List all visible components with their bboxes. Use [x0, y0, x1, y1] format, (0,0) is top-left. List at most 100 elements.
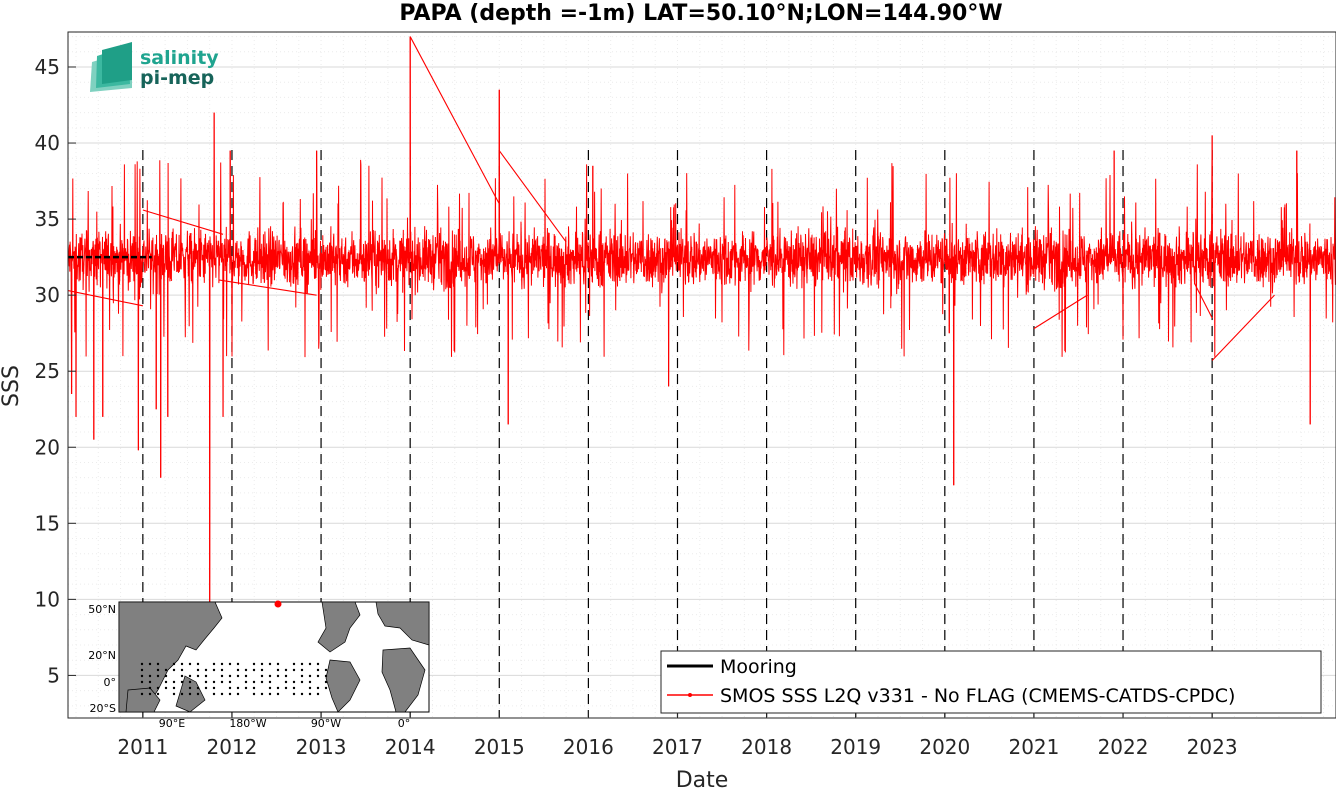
- inset-buoy-dot: [268, 674, 272, 678]
- inset-land: [118, 601, 430, 713]
- inset-buoy-dot: [164, 674, 168, 678]
- inset-buoy-dot: [316, 674, 320, 678]
- inset-buoy-dot: [220, 668, 224, 672]
- inset-buoy-dot: [316, 692, 320, 696]
- inset-station-marker: [274, 600, 282, 608]
- inset-buoy-dot: [188, 686, 192, 690]
- x-tick-label: 2016: [563, 735, 614, 759]
- inset-buoy-dot: [308, 680, 312, 684]
- inset-buoy-dot: [180, 692, 184, 696]
- smos-gap-connector-1: [142, 209, 224, 235]
- inset-lon-label: 90°E: [159, 717, 185, 730]
- inset-map: 50°N 20°N 0° 20°S 90°E 180°W 90°W 0°: [88, 600, 430, 730]
- x-tick-label: 2012: [207, 735, 258, 759]
- inset-buoy-dot: [228, 662, 232, 666]
- inset-buoy-dot: [148, 662, 152, 666]
- x-tick-label: 2019: [830, 735, 881, 759]
- inset-buoy-dot: [140, 668, 144, 672]
- inset-buoy-dot: [228, 686, 232, 690]
- inset-buoy-dot: [268, 686, 272, 690]
- inset-buoy-dot: [316, 686, 320, 690]
- inset-buoy-dot: [236, 668, 240, 672]
- inset-buoy-dot: [260, 680, 264, 684]
- inset-lat-label: 20°S: [90, 702, 116, 715]
- legend-mooring-label: Mooring: [720, 656, 797, 678]
- inset-buoy-dot: [292, 680, 296, 684]
- inset-buoy-dot: [140, 692, 144, 696]
- inset-buoy-dot: [212, 662, 216, 666]
- inset-buoy-dot: [236, 674, 240, 678]
- smos-gap-connector-3: [409, 36, 500, 205]
- y-tick-label: 15: [35, 511, 60, 535]
- y-tick-label: 25: [35, 359, 60, 383]
- inset-buoy-dot: [188, 692, 192, 696]
- x-tick-label: 2015: [474, 735, 525, 759]
- inset-buoy-dot: [236, 692, 240, 696]
- inset-buoy-dot: [308, 662, 312, 666]
- inset-buoy-dot: [156, 668, 160, 672]
- y-tick-label: 10: [35, 587, 60, 611]
- inset-buoy-dot: [268, 692, 272, 696]
- inset-buoy-dot: [148, 680, 152, 684]
- y-axis-ticks: 5 10 15 20 25 30 35 40 45: [35, 55, 76, 687]
- inset-buoy-dot: [148, 674, 152, 678]
- inset-buoy-dot: [268, 662, 272, 666]
- inset-buoy-dot: [196, 686, 200, 690]
- inset-buoy-dot: [300, 674, 304, 678]
- logo-text-salinity: salinity: [140, 47, 219, 69]
- inset-buoy-dot: [172, 668, 176, 672]
- inset-buoy-dot: [140, 674, 144, 678]
- inset-buoy-dot: [156, 662, 160, 666]
- inset-buoy-dot: [172, 692, 176, 696]
- smos-series-line: [67, 36, 1336, 608]
- inset-buoy-markers: [140, 662, 328, 696]
- inset-buoy-dot: [228, 692, 232, 696]
- inset-buoy-dot: [324, 674, 328, 678]
- inset-buoy-dot: [140, 662, 144, 666]
- x-tick-label: 2022: [1098, 735, 1149, 759]
- inset-buoy-dot: [300, 668, 304, 672]
- inset-buoy-dot: [156, 674, 160, 678]
- inset-buoy-dot: [164, 680, 168, 684]
- y-tick-label: 5: [47, 663, 60, 687]
- inset-buoy-dot: [260, 668, 264, 672]
- inset-buoy-dot: [308, 674, 312, 678]
- inset-lat-label: 0°: [104, 676, 117, 689]
- inset-buoy-dot: [244, 680, 248, 684]
- inset-buoy-dot: [260, 662, 264, 666]
- legend: Mooring SMOS SSS L2Q v331 - No FLAG (CME…: [660, 650, 1322, 714]
- inset-buoy-dot: [212, 692, 216, 696]
- inset-buoy-dot: [196, 662, 200, 666]
- x-tick-label: 2021: [1008, 735, 1059, 759]
- inset-buoy-dot: [308, 686, 312, 690]
- smos-gap-connector-6: [1193, 282, 1213, 319]
- smos-gap-connector-2: [218, 279, 317, 296]
- inset-buoy-dot: [204, 686, 208, 690]
- inset-buoy-dot: [316, 668, 320, 672]
- inset-buoy-dot: [172, 680, 176, 684]
- inset-buoy-dot: [276, 662, 280, 666]
- inset-buoy-dot: [252, 692, 256, 696]
- x-tick-label: 2023: [1187, 735, 1238, 759]
- inset-buoy-dot: [284, 686, 288, 690]
- inset-buoy-dot: [164, 668, 168, 672]
- inset-buoy-dot: [276, 686, 280, 690]
- x-axis-ticks: 2011 2012 2013 2014 2015 2016 2017 2018 2019 2020…: [117, 710, 1238, 759]
- legend-box: [660, 650, 1322, 714]
- inset-buoy-dot: [164, 686, 168, 690]
- inset-buoy-dot: [284, 680, 288, 684]
- x-tick-label: 2020: [919, 735, 970, 759]
- inset-lat-labels: 50°N 20°N 0° 20°S: [88, 603, 116, 715]
- inset-buoy-dot: [284, 674, 288, 678]
- inset-lat-label: 50°N: [88, 603, 116, 616]
- inset-buoy-dot: [212, 680, 216, 684]
- inset-buoy-dot: [188, 680, 192, 684]
- inset-buoy-dot: [276, 668, 280, 672]
- x-tick-label: 2013: [296, 735, 347, 759]
- inset-buoy-dot: [268, 680, 272, 684]
- inset-buoy-dot: [156, 686, 160, 690]
- inset-lat-label: 20°N: [88, 649, 116, 662]
- inset-buoy-dot: [244, 668, 248, 672]
- inset-buoy-dot: [292, 692, 296, 696]
